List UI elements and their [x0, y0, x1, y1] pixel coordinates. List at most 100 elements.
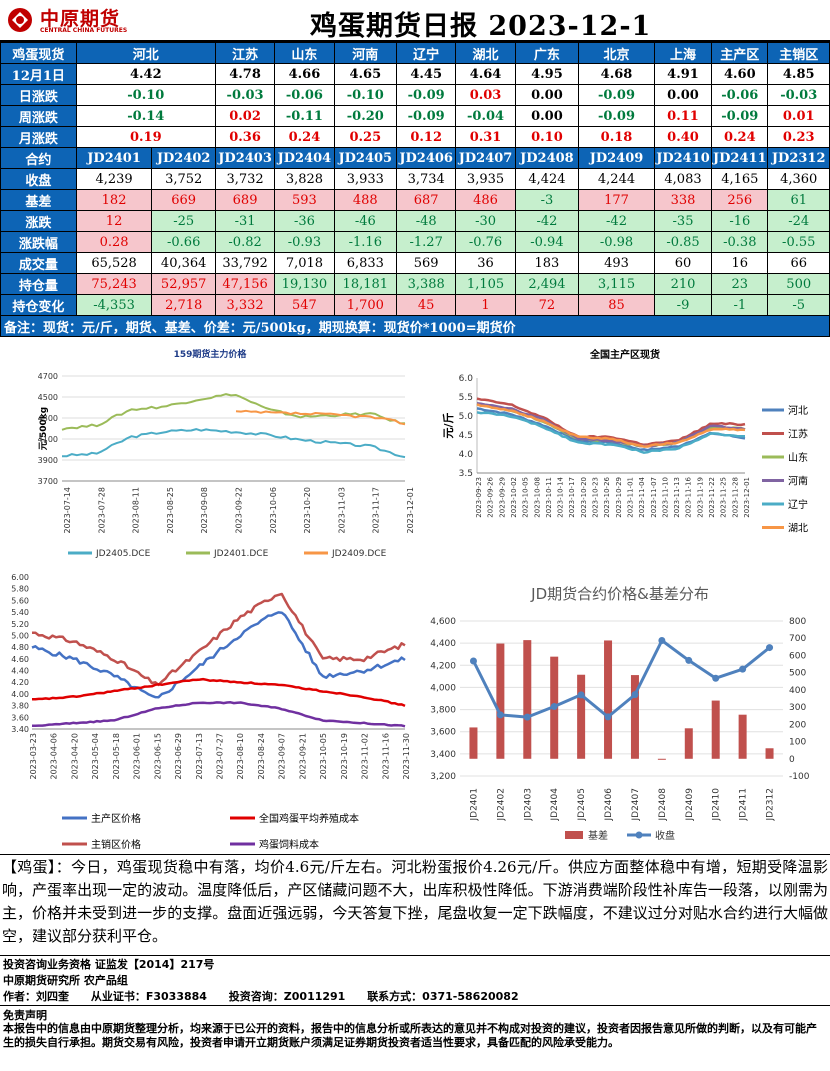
x-tick-label: 2023-07-14 — [63, 487, 72, 534]
spot-cell: 4.65 — [333, 63, 398, 85]
x-tick-label: JD2406 — [604, 788, 614, 822]
futures-cell: -4,353 — [75, 294, 153, 316]
futures-cell: 687 — [396, 189, 457, 211]
region-header: 辽宁 — [396, 42, 457, 64]
row-label: 日涨跌 — [0, 84, 77, 106]
futures-cell: 2,718 — [151, 294, 216, 316]
spot-cell: 4.85 — [767, 63, 830, 85]
spot-cell: 0.00 — [653, 84, 713, 106]
analyst-info: 投资咨询业务资格 证监发【2014】217号 中原期货研究所 农产品组 作者：刘… — [3, 957, 829, 1005]
y2-tick-label: -100 — [789, 772, 810, 782]
contract-header: JD2312 — [767, 147, 830, 169]
spot-cell: -0.09 — [578, 105, 655, 127]
futures-cell: 1,105 — [455, 273, 516, 295]
spot-cell: -0.10 — [75, 84, 216, 106]
x-tick-label: 2023-11-25 — [720, 477, 728, 518]
close-point — [577, 691, 585, 699]
futures-cell: 4,244 — [578, 168, 655, 190]
series-line — [476, 411, 745, 454]
futures-cell: 210 — [653, 273, 713, 295]
close-point — [469, 657, 477, 665]
futures-cell: 6,833 — [333, 252, 398, 274]
futures-cell: 1,700 — [333, 294, 398, 316]
chart-futures-main: 159期货主力价格 元/500kg 4700 4500 4300 4100 3900 3700… — [0, 343, 415, 569]
contract-header: JD2410 — [653, 147, 713, 169]
futures-cell: 256 — [711, 189, 769, 211]
x-tick-label: 2023-06-01 — [133, 733, 142, 780]
legend-marker — [635, 831, 643, 839]
futures-cell: -42 — [578, 210, 655, 232]
department-line: 中原期货研究所 农产品组 — [3, 974, 128, 987]
series-line — [476, 397, 746, 447]
futures-cell: -42 — [514, 210, 580, 232]
spot-cell: -0.10 — [333, 84, 398, 106]
contract-label: 合约 — [0, 147, 77, 169]
y-tick-label: 4100 — [38, 435, 58, 444]
futures-cell: 23 — [711, 273, 769, 295]
x-tick-label: 2023-07-13 — [195, 733, 204, 780]
spot-cell: 0.40 — [653, 126, 713, 148]
close-line — [472, 639, 771, 719]
region-header: 湖北 — [455, 42, 516, 64]
basis-bar — [765, 748, 774, 759]
futures-cell: 669 — [151, 189, 216, 211]
y-tick-label: 4.60 — [11, 655, 29, 664]
spot-cell: 0.12 — [396, 126, 457, 148]
close-point — [658, 636, 666, 644]
x-tick-label: 2023-11-16 — [381, 733, 390, 780]
legend-label: 基差 — [588, 829, 608, 842]
series-line — [61, 393, 406, 431]
futures-cell: 593 — [274, 189, 335, 211]
y-tick-label: 3,600 — [430, 728, 456, 738]
x-tick-label: JD2408 — [658, 788, 668, 822]
futures-cell: -0.82 — [214, 231, 276, 253]
contract-header: JD2404 — [274, 147, 335, 169]
row-label: 12月1日 — [0, 63, 77, 85]
x-tick-label: JD2312 — [766, 788, 776, 822]
futures-cell: -1.16 — [333, 231, 398, 253]
spot-cell: 4.45 — [396, 63, 457, 85]
futures-row: 涨跌幅 0.28 -0.66 -0.82 -0.93 -1.16 -1.27 -0.76 -0.… — [0, 231, 830, 253]
y-tick-label: 4,000 — [430, 683, 456, 693]
chart-svg: 6.00 5.80 5.60 5.40 5.20 5.00 4.80 4.60 4.40 4.20… — [11, 573, 411, 851]
region-header: 主产区 — [711, 42, 769, 64]
spot-cell: 0.25 — [333, 126, 398, 148]
y-tick-label: 4.00 — [11, 690, 29, 699]
spot-cell: 0.36 — [214, 126, 276, 148]
legend-label: 收盘 — [655, 829, 675, 842]
spot-cell: 4.66 — [274, 63, 335, 85]
region-header: 山东 — [274, 42, 335, 64]
spot-cell: -0.09 — [711, 105, 769, 127]
spot-cell: 0.01 — [767, 105, 830, 127]
spot-cell: 4.64 — [455, 63, 516, 85]
futures-cell: 19,130 — [274, 273, 335, 295]
spot-cell: 0.24 — [711, 126, 769, 148]
disclaimer-text: 本报告中的信息由中原期货整理分析，均来源于已公开的资料，报告中的信息分析或所表达… — [3, 1022, 817, 1049]
futures-cell: 61 — [767, 189, 830, 211]
futures-cell: 52,957 — [151, 273, 216, 295]
futures-cell: -31 — [214, 210, 276, 232]
chart-spot-producing: 全国主产区现货 元/斤 6.0 5.5 5.0 4.5 4.0 3.5 2023-09-23 20… — [415, 343, 830, 569]
x-tick-label: 2023-11-28 — [731, 477, 739, 518]
futures-cell: 4,360 — [767, 168, 830, 190]
futures-cell: 47,156 — [214, 273, 276, 295]
spot-label: 鸡蛋现货 — [0, 42, 77, 64]
x-tick-label: 2023-11-10 — [661, 477, 669, 518]
market-table: 鸡蛋现货 河北 江苏 山东 河南 辽宁 湖北 广东 北京 上海 主产区 主销区 12月1日 4.42 4.7… — [0, 42, 830, 337]
futures-cell: 7,018 — [274, 252, 335, 274]
spot-row: 月涨跌 0.19 0.36 0.24 0.25 0.12 0.31 0.10 0.18 0.40 0… — [0, 126, 830, 148]
x-tick-label: 2023-10-20 — [303, 487, 312, 534]
spot-cell: 4.68 — [578, 63, 655, 85]
futures-cell: 338 — [653, 189, 713, 211]
futures-cell: 2,494 — [514, 273, 580, 295]
futures-cell: 33,792 — [214, 252, 276, 274]
close-point — [604, 713, 612, 721]
y-tick-label: 3.5 — [459, 469, 473, 479]
x-tick-label: JD2401 — [469, 788, 479, 822]
spot-cell: 0.11 — [653, 105, 713, 127]
futures-cell: 182 — [75, 189, 153, 211]
license-line: 投资咨询业务资格 证监发【2014】217号 — [3, 958, 215, 971]
row-label: 成交量 — [0, 252, 77, 274]
market-commentary: 【鸡蛋】：今日，鸡蛋现货稳中有落，均价4.6元/斤左右。河北粉蛋报价4.26元/… — [2, 858, 828, 945]
y2-tick-label: 700 — [789, 634, 806, 644]
